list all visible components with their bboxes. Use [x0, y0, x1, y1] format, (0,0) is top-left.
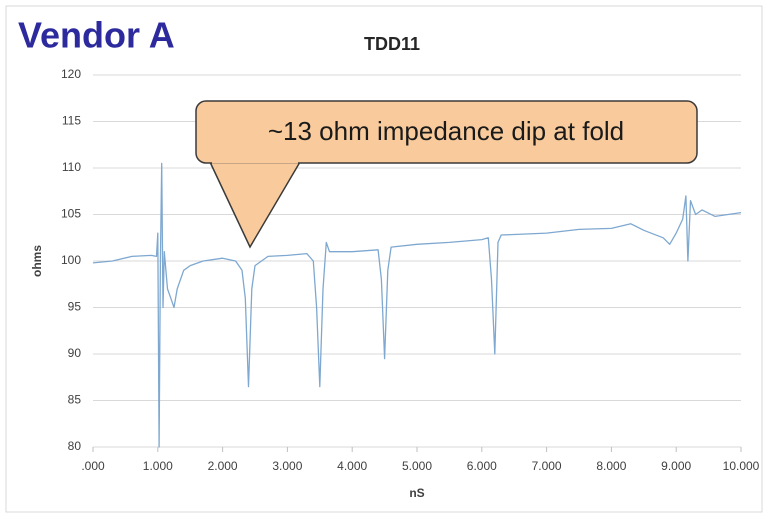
y-tick-label: 100	[61, 253, 81, 267]
plot	[92, 162, 742, 448]
heading: Vendor A	[18, 15, 175, 56]
y-tick-label: 120	[61, 67, 81, 81]
x-tick-label: 8.000	[596, 459, 626, 473]
y-axis-label: ohms	[30, 245, 44, 277]
x-tick-label: 9.000	[661, 459, 691, 473]
y-tick-label: 95	[68, 300, 82, 314]
chart-title: TDD11	[364, 34, 420, 54]
grid	[92, 74, 742, 452]
y-tick-label: 90	[68, 346, 82, 360]
x-axis-label: nS	[409, 486, 424, 500]
annotation: ~13 ohm impedance dip at fold	[268, 116, 624, 146]
x-tick-label: 2.000	[208, 459, 238, 473]
x-tick-label: 7.000	[532, 459, 562, 473]
callout-tail	[209, 161, 301, 249]
y-tick-label: 105	[61, 207, 81, 221]
callout-box	[195, 100, 698, 164]
data-line	[92, 162, 742, 448]
chart-frame	[5, 5, 763, 513]
x-tick-label: 3.000	[272, 459, 302, 473]
y-tick-label: 115	[62, 114, 81, 128]
x-tick-label: .000	[81, 459, 105, 473]
y-tick-label: 110	[62, 160, 81, 174]
x-tick-label: 10.000	[723, 459, 760, 473]
y-tick-label: 80	[68, 439, 82, 453]
x-tick-label: 4.000	[337, 459, 367, 473]
y-tick-label: 85	[68, 393, 82, 407]
x-tick-label: 5.000	[402, 459, 432, 473]
x-tick-label: 1.000	[143, 459, 173, 473]
x-tick-label: 6.000	[467, 459, 497, 473]
